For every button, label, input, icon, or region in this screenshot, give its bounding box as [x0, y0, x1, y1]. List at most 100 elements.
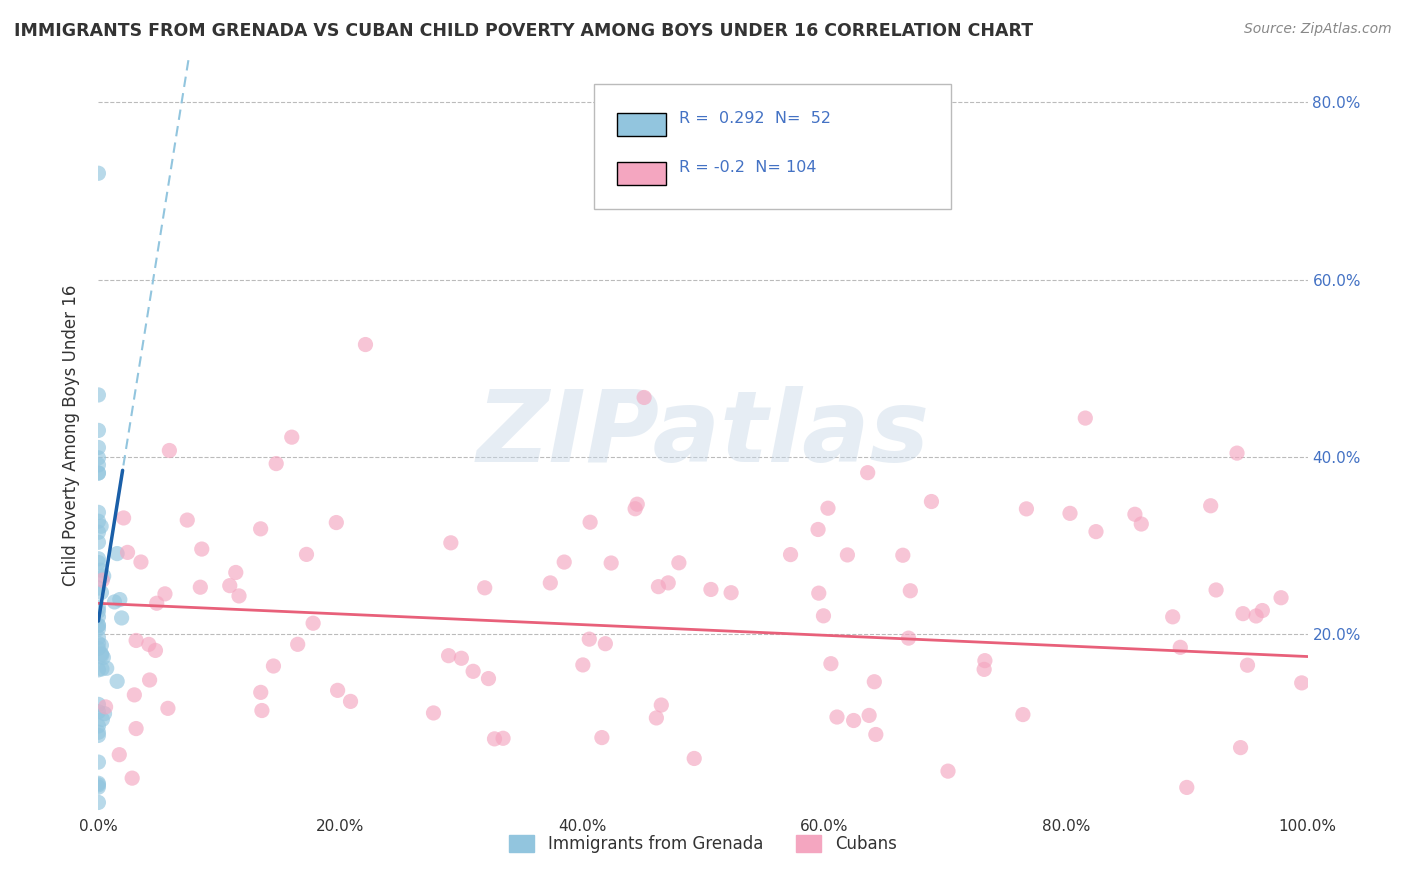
Point [87, 458, 110, 472]
Point [477, 672, 499, 686]
Text: R = -0.2  N= 104: R = -0.2 N= 104 [679, 160, 817, 175]
Point [891, 548, 914, 562]
Point [87, 388, 110, 402]
Point [484, 731, 506, 746]
Point [87, 698, 110, 712]
Point [1251, 603, 1274, 617]
Point [647, 580, 669, 594]
Point [87, 514, 110, 528]
Point [87, 600, 110, 615]
Point [720, 585, 742, 599]
Point [93, 650, 115, 665]
Point [1226, 446, 1249, 460]
Point [94, 699, 117, 714]
Point [93, 706, 115, 721]
Point [325, 516, 347, 530]
Point [87, 776, 110, 790]
Point [87, 725, 110, 739]
Point [339, 694, 361, 708]
Point [249, 522, 271, 536]
Point [600, 556, 623, 570]
Point [87, 505, 110, 519]
Point [858, 708, 880, 723]
Point [700, 582, 723, 597]
Point [87, 663, 110, 677]
Point [87, 719, 110, 733]
Point [249, 685, 271, 699]
Point [807, 586, 830, 600]
Point [626, 497, 648, 511]
Point [820, 657, 842, 671]
Point [90, 519, 112, 533]
FancyBboxPatch shape [617, 162, 665, 186]
Point [191, 542, 214, 557]
Point [90, 648, 112, 662]
Point [422, 706, 444, 720]
Point [863, 674, 886, 689]
Point [105, 674, 128, 689]
Point [474, 581, 496, 595]
Point [87, 551, 110, 566]
Point [225, 566, 247, 580]
Point [595, 637, 617, 651]
Point [1244, 609, 1267, 624]
Point [450, 651, 472, 665]
Point [129, 555, 152, 569]
Point [90, 647, 112, 661]
Point [578, 632, 600, 647]
Point [920, 494, 942, 508]
Point [572, 657, 595, 672]
Point [87, 641, 110, 656]
Point [973, 654, 995, 668]
Point [264, 457, 287, 471]
Point [87, 631, 110, 645]
Point [295, 548, 318, 562]
Point [1232, 607, 1254, 621]
Point [87, 604, 110, 618]
Point [825, 710, 848, 724]
Point [1074, 411, 1097, 425]
Point [1291, 676, 1313, 690]
Point [302, 616, 325, 631]
Point [936, 764, 959, 779]
Point [96, 661, 118, 675]
Point [91, 573, 114, 587]
Point [779, 548, 801, 562]
Point [1059, 507, 1081, 521]
Point [87, 535, 110, 549]
Point [553, 555, 575, 569]
Point [87, 796, 110, 810]
Point [645, 711, 668, 725]
Point [90, 585, 112, 599]
Point [228, 589, 250, 603]
Point [1229, 740, 1251, 755]
Point [87, 166, 110, 180]
Point [93, 569, 115, 583]
Point [91, 662, 114, 676]
Point [354, 337, 377, 351]
Text: IMMIGRANTS FROM GRENADA VS CUBAN CHILD POVERTY AMONG BOYS UNDER 16 CORRELATION C: IMMIGRANTS FROM GRENADA VS CUBAN CHILD P… [14, 22, 1033, 40]
Point [117, 545, 139, 559]
Point [112, 511, 135, 525]
Text: R =  0.292  N=  52: R = 0.292 N= 52 [679, 111, 831, 126]
Point [624, 501, 647, 516]
Point [87, 581, 110, 595]
Point [492, 731, 515, 746]
Point [87, 609, 110, 624]
Point [121, 771, 143, 785]
Point [87, 466, 110, 480]
Point [538, 575, 561, 590]
Point [87, 728, 110, 742]
Point [579, 515, 602, 529]
Point [837, 548, 859, 562]
Point [440, 536, 463, 550]
Text: ZIPatlas: ZIPatlas [477, 386, 929, 483]
Point [108, 592, 131, 607]
Y-axis label: Child Poverty Among Boys Under 16: Child Poverty Among Boys Under 16 [62, 285, 80, 585]
Point [898, 583, 921, 598]
Point [108, 747, 131, 762]
Point [1123, 508, 1146, 522]
Point [87, 525, 110, 540]
Point [138, 673, 160, 687]
Point [1085, 524, 1108, 539]
